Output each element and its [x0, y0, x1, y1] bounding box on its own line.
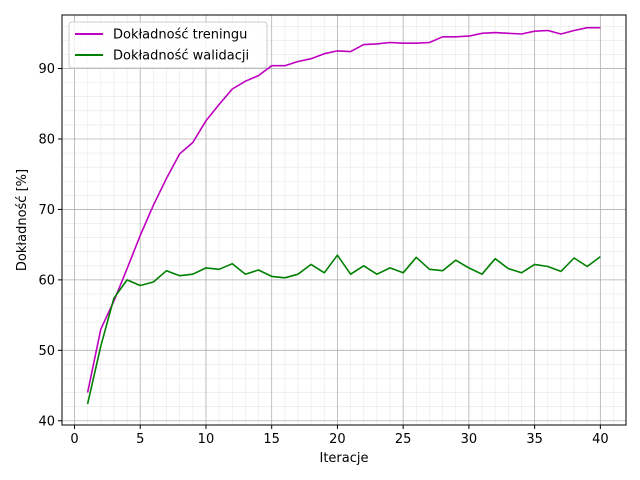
x-tick-label: 10: [198, 432, 215, 447]
x-tick-label: 25: [395, 432, 412, 447]
y-tick-label: 60: [38, 273, 55, 288]
legend: Dokładność treningu Dokładność walidacji: [68, 21, 268, 69]
y-tick-label: 50: [38, 344, 55, 359]
plot-frame: [61, 14, 627, 426]
x-axis-ticks: 0 5 10 15 20 25 30 35 40: [70, 425, 609, 447]
legend-box: [68, 21, 268, 69]
x-tick-label: 5: [136, 432, 144, 447]
x-tick-label: 40: [592, 432, 609, 447]
series-layer: [86, 26, 601, 405]
x-tick-label: 0: [70, 432, 78, 447]
series-line-validation: [86, 254, 601, 405]
y-tick-label: 70: [38, 203, 55, 218]
y-tick-label: 80: [38, 132, 55, 147]
y-axis-ticks: 40 50 60 70 80 90: [38, 62, 62, 429]
legend-label-validation: Dokładność walidacji: [113, 49, 249, 64]
legend-label-train: Dokładność treningu: [113, 28, 247, 43]
x-tick-label: 35: [526, 432, 543, 447]
y-tick-label: 40: [38, 414, 55, 429]
major-grid: [62, 15, 626, 425]
series-line-train: [86, 26, 601, 393]
x-tick-label: 30: [461, 432, 478, 447]
x-tick-label: 15: [263, 432, 280, 447]
y-axis-label: Dokładność [%]: [15, 169, 30, 271]
x-axis-label: Iteracje: [320, 451, 369, 466]
y-tick-label: 90: [38, 62, 55, 77]
x-tick-label: 20: [329, 432, 346, 447]
minor-grid: [62, 15, 626, 425]
